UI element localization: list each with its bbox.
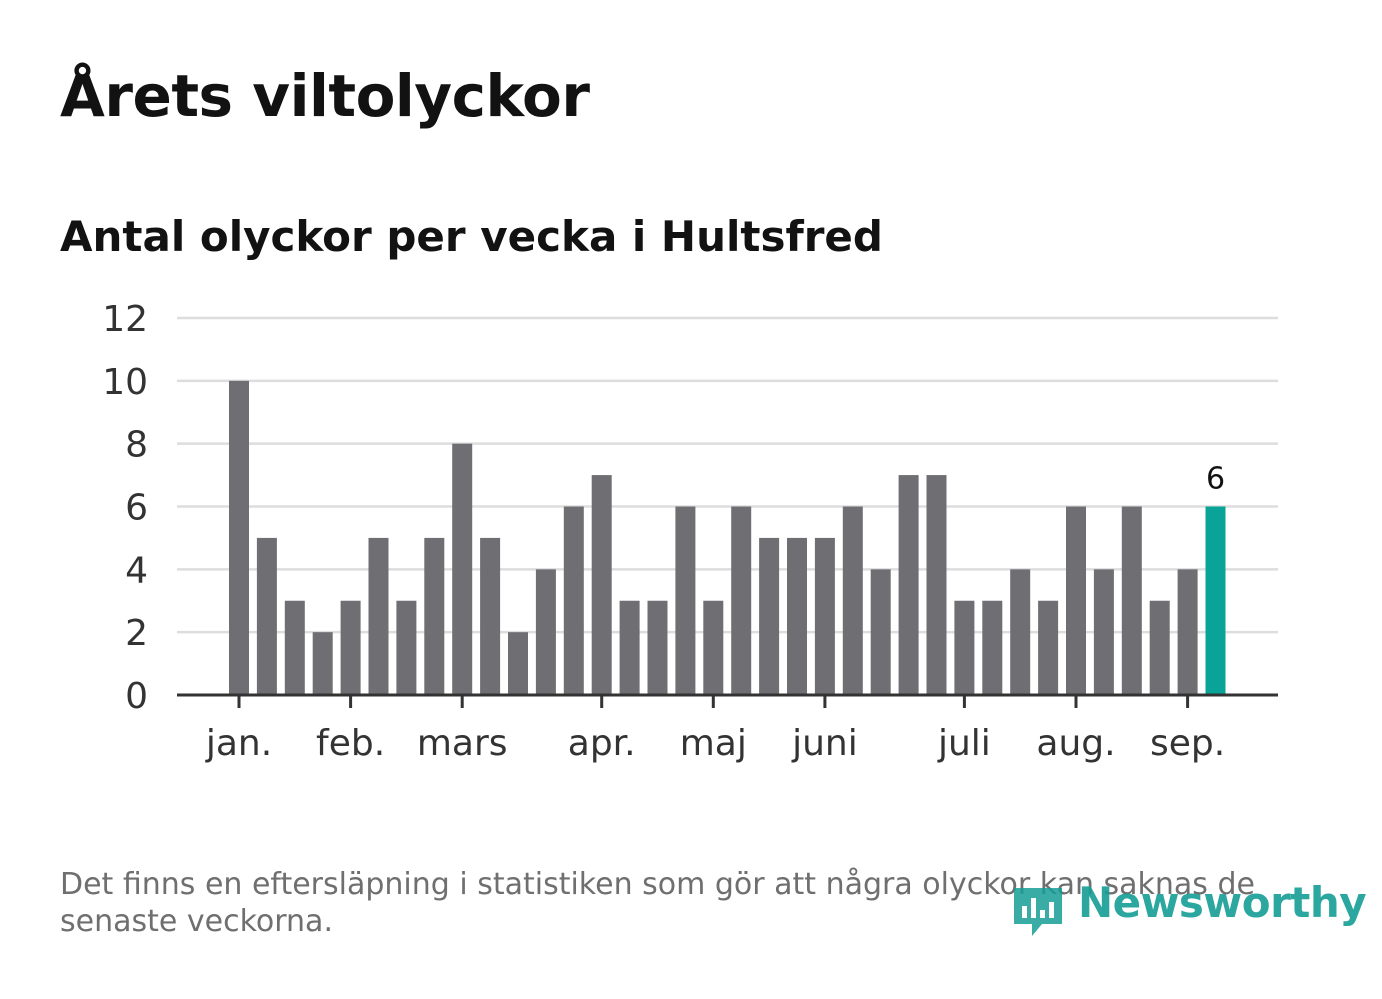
bar <box>452 443 473 695</box>
bar <box>1066 506 1086 695</box>
bar <box>1177 569 1198 695</box>
x-tick-labels: jan. feb. mars apr. maj juni juli aug. sep. <box>205 723 1225 764</box>
x-tick-label: sep. <box>1150 723 1225 764</box>
bar <box>312 632 333 695</box>
x-tick-label: feb. <box>316 723 385 764</box>
bar <box>508 632 528 695</box>
x-tick-label: mars <box>417 723 508 764</box>
bar <box>591 475 612 695</box>
bar <box>759 537 780 695</box>
bar <box>814 537 835 695</box>
bar <box>1121 506 1142 695</box>
bar <box>675 506 696 695</box>
bar <box>1038 600 1059 695</box>
bar <box>424 537 445 695</box>
x-tick-label: juli <box>937 723 991 764</box>
bar <box>619 600 640 695</box>
y-tick-label: 6 <box>125 488 148 529</box>
chart-title: Årets viltolyckor <box>60 62 590 130</box>
y-tick-label: 12 <box>102 299 148 340</box>
bar <box>870 569 891 695</box>
newsworthy-logo-text: Newsworthy <box>1078 878 1367 927</box>
x-axis <box>177 693 1278 708</box>
y-tick-label: 8 <box>125 425 148 466</box>
y-tick-label: 2 <box>125 613 148 654</box>
bar <box>284 600 305 695</box>
bar <box>926 475 947 695</box>
bar <box>647 600 668 695</box>
y-tick-labels: 0 2 4 6 8 10 12 <box>102 299 148 717</box>
x-tick-label: jan. <box>205 723 272 764</box>
bar <box>256 537 277 695</box>
bar <box>396 600 417 695</box>
bar <box>229 380 249 695</box>
bar <box>1010 569 1031 695</box>
chart-subtitle: Antal olyckor per vecka i Hultsfred <box>60 212 883 261</box>
y-tick-label: 4 <box>125 550 148 591</box>
bar <box>563 506 584 695</box>
x-tick-label: aug. <box>1036 723 1115 764</box>
highlight-bar <box>1205 506 1226 695</box>
bar-chart: 0 2 4 6 8 10 12 jan. feb. mars apr. maj juni juli aug… <box>102 299 1278 764</box>
newsworthy-logo: Newsworthy <box>1010 876 1367 946</box>
bar <box>480 537 501 695</box>
bar <box>340 600 361 695</box>
bar <box>703 600 724 695</box>
bar <box>787 537 807 695</box>
bar <box>731 506 752 695</box>
y-tick-label: 0 <box>125 676 148 717</box>
x-tick-label: maj <box>680 723 747 764</box>
bar <box>1093 569 1114 695</box>
bar <box>842 506 863 695</box>
x-tick-label: apr. <box>568 723 636 764</box>
bar <box>1149 600 1170 695</box>
x-tick-label: juni <box>791 723 858 764</box>
y-tick-label: 10 <box>102 362 148 403</box>
bar <box>898 475 919 695</box>
bars <box>229 380 1226 695</box>
bar <box>954 600 975 695</box>
bar <box>982 600 1003 695</box>
bar <box>368 537 389 695</box>
bar <box>535 569 556 695</box>
data-labels: 6 <box>1206 462 1225 497</box>
highlight-value-label: 6 <box>1206 462 1225 497</box>
newsworthy-logo-icon <box>1014 888 1062 936</box>
